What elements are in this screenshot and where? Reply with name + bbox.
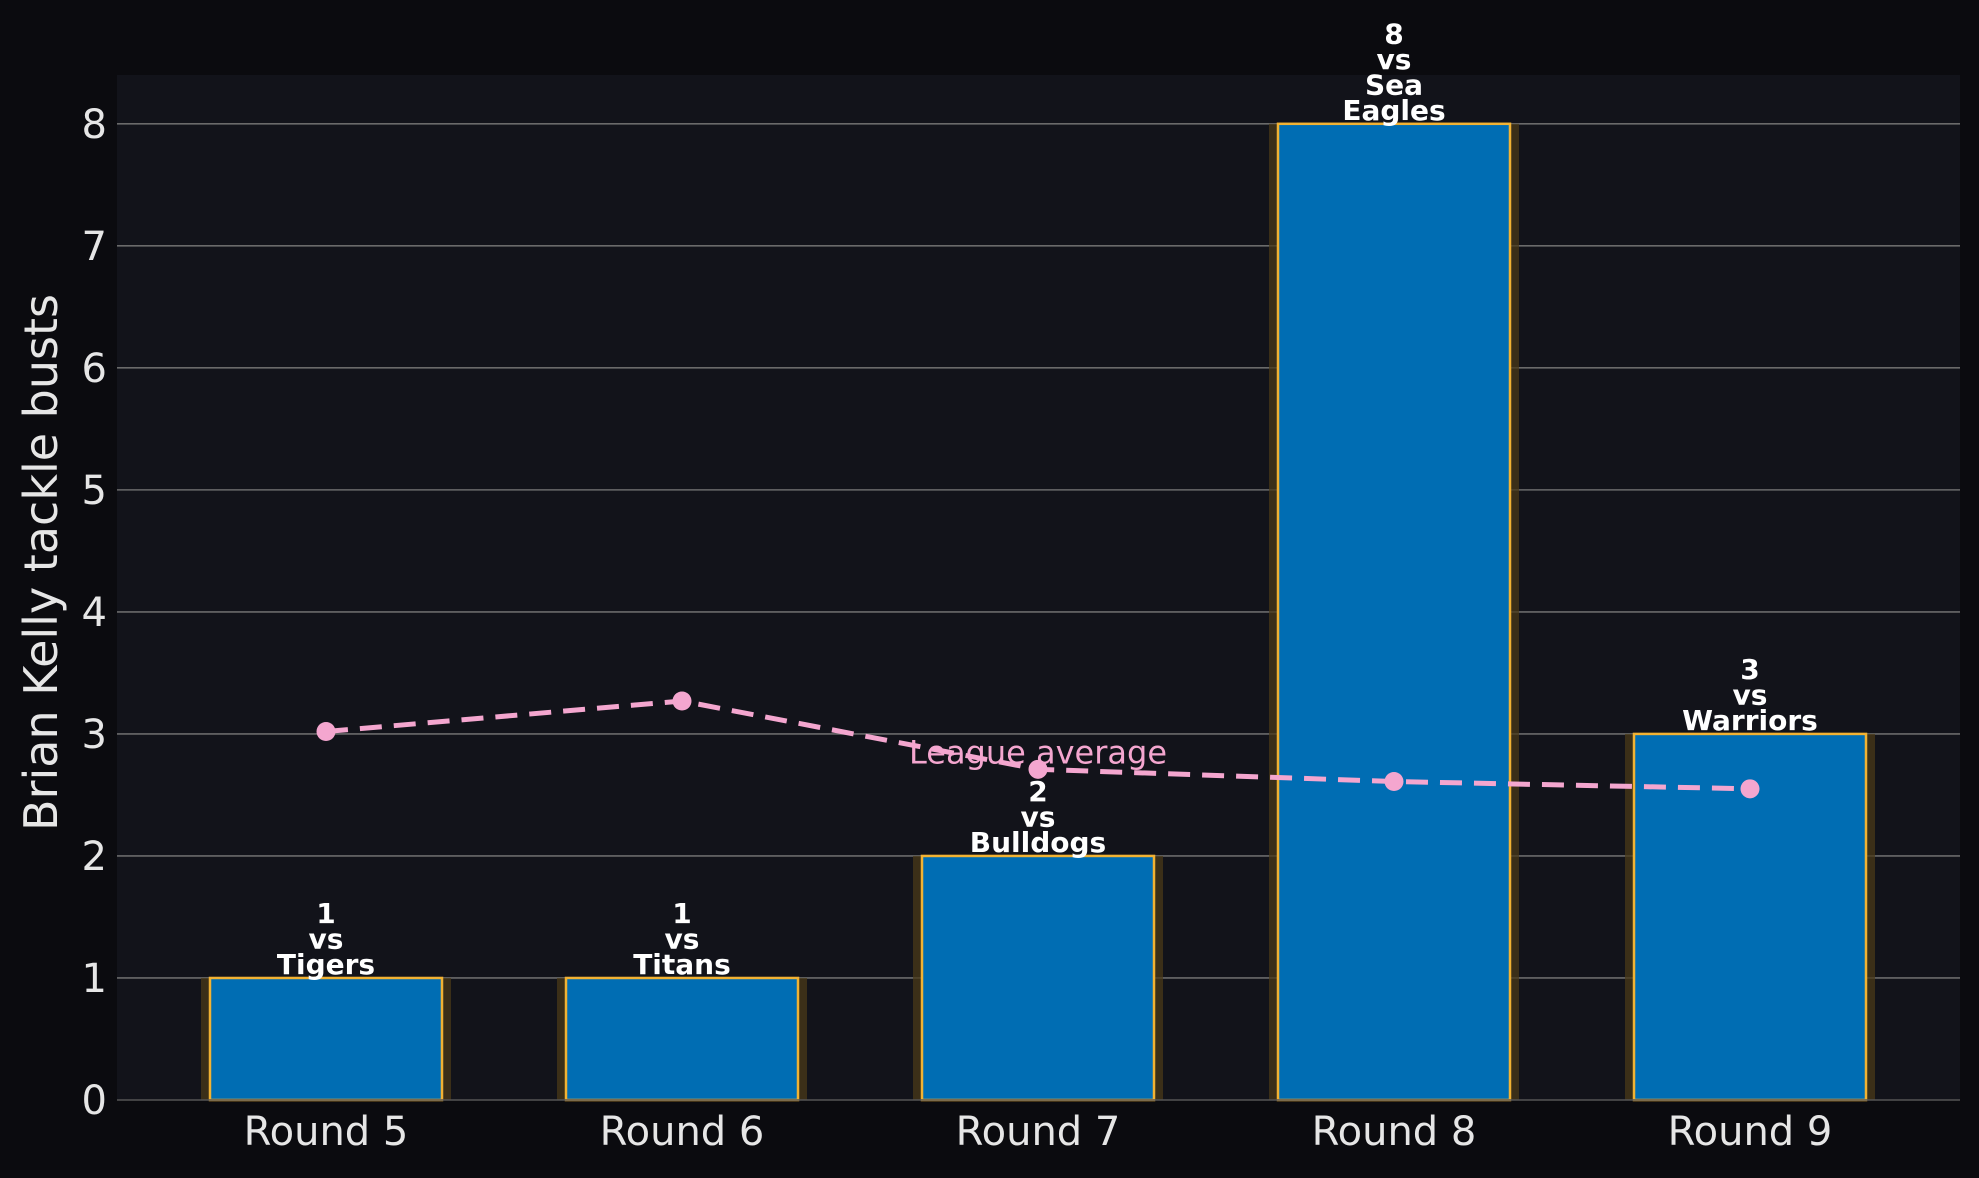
- bar: [208, 976, 444, 1102]
- x-tick-label: Round 9: [1668, 1109, 1833, 1155]
- league-average-point: [1384, 772, 1404, 792]
- bar-label-line: Sea: [1365, 68, 1423, 101]
- league-average-point: [672, 691, 692, 711]
- bar-label-line: Warriors: [1682, 704, 1818, 737]
- league-average-line: [316, 691, 1760, 799]
- league-average-point: [1740, 779, 1760, 799]
- bar-label-line: 1: [672, 897, 691, 930]
- y-tick-label: 3: [82, 712, 107, 758]
- bar-label-line: Bulldogs: [970, 826, 1106, 859]
- y-tick-label: 6: [82, 346, 107, 392]
- bar-label-line: vs: [1733, 678, 1768, 711]
- bar-label-line: vs: [1377, 43, 1412, 76]
- bar-label-line: 1: [316, 897, 335, 930]
- x-tick-label: Round 8: [1312, 1109, 1477, 1155]
- bar: [920, 854, 1156, 1102]
- y-axis-label: Brian Kelly tackle busts: [14, 294, 68, 831]
- y-tick-label: 0: [82, 1078, 107, 1124]
- bar-labels: 1vsTigers1vsTitans2vsBulldogs8vsSeaEagle…: [277, 17, 1818, 981]
- bar: [1276, 122, 1512, 1102]
- y-tick-label: 7: [82, 224, 107, 270]
- y-tick-label: 8: [82, 102, 107, 148]
- bar-label-line: vs: [309, 922, 344, 955]
- bar-label-line: 8: [1384, 17, 1403, 50]
- bar-label-line: 2: [1028, 775, 1047, 808]
- y-tick-label: 1: [82, 956, 107, 1002]
- x-tick-label: Round 6: [600, 1109, 765, 1155]
- grid-lines: [117, 123, 1960, 979]
- y-tick-label: 2: [82, 834, 107, 880]
- bar-label-line: vs: [1021, 800, 1056, 833]
- x-tick-label: Round 7: [956, 1109, 1121, 1155]
- y-tick-label: 5: [82, 468, 107, 514]
- bar-label-line: Titans: [633, 948, 731, 981]
- bar-label-line: 3: [1740, 653, 1759, 686]
- axes: 0 1 2 3 4 5 6 7 8 Round 5 Round 6 Round 7 Round 8 Rou…: [82, 102, 1960, 1155]
- league-average-label: League average: [909, 733, 1167, 771]
- bars: [201, 122, 1875, 1102]
- league-average-point: [316, 721, 336, 741]
- bar-label-line: Tigers: [277, 948, 375, 981]
- y-tick-label: 4: [82, 590, 107, 636]
- bar-label-line: Eagles: [1342, 94, 1445, 127]
- league-average-point: [1028, 759, 1048, 779]
- bar-label-line: vs: [665, 922, 700, 955]
- bar: [564, 976, 800, 1102]
- x-tick-label: Round 5: [244, 1109, 409, 1155]
